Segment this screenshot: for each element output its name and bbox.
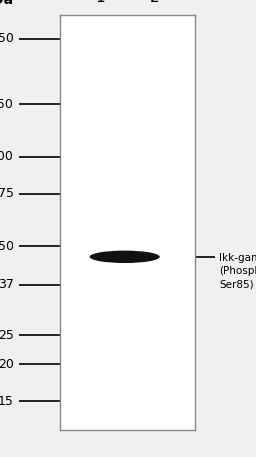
Text: 1: 1 [95,0,105,5]
Text: 15: 15 [0,395,14,408]
Text: 2: 2 [150,0,159,5]
Text: 37: 37 [0,278,14,292]
Text: 250: 250 [0,32,14,45]
Text: 25: 25 [0,329,14,342]
Text: kDa: kDa [0,0,14,7]
Text: 150: 150 [0,98,14,111]
Text: 20: 20 [0,358,14,371]
Text: Ikk-gamma
(Phospho-
Ser85): Ikk-gamma (Phospho- Ser85) [219,253,256,289]
Text: 100: 100 [0,150,14,163]
Text: 50: 50 [0,239,14,253]
Text: 75: 75 [0,187,14,200]
Ellipse shape [90,250,160,263]
